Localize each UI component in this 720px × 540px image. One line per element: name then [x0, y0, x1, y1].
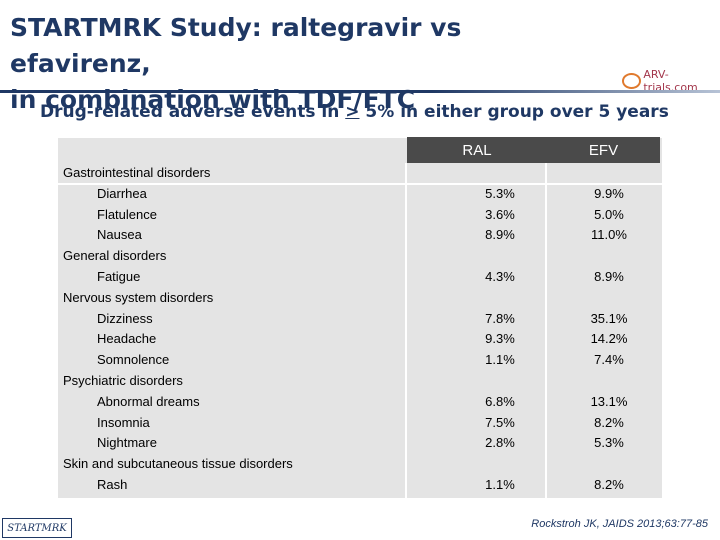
table-row: Flatulence 3.6% 5.0%	[60, 205, 660, 225]
table-row: Nightmare 2.8% 5.3%	[60, 433, 660, 453]
event-label: Diarrhea	[97, 185, 147, 201]
category-label: Skin and subcutaneous tissue disorders	[63, 456, 293, 472]
table-subtitle: Drug-related adverse events in > 5% in e…	[40, 102, 669, 122]
subtitle-suffix: 5% in either group over 5 years	[359, 102, 669, 122]
efv-value: 7.4%	[594, 352, 624, 368]
ral-value: 3.6%	[485, 206, 515, 222]
table-row: Insomnia 7.5% 8.2%	[60, 413, 660, 433]
efv-value: 5.0%	[594, 206, 624, 222]
category-label: Psychiatric disorders	[63, 373, 183, 388]
efv-value: 11.0%	[591, 227, 627, 243]
column-header-ral: RAL	[407, 137, 547, 163]
efv-value: 14.2%	[590, 331, 628, 347]
table-row: Diarrhea 5.3% 9.9%	[60, 184, 660, 204]
table-row: Rash 1.1% 8.2%	[60, 475, 660, 495]
event-label: Insomnia	[97, 414, 150, 430]
ral-value: 6.8%	[485, 393, 515, 409]
event-label: Fatigue	[97, 269, 141, 284]
column-divider	[405, 163, 407, 498]
column-divider	[545, 163, 547, 498]
category-row: Psychiatric disorders	[60, 371, 660, 391]
ral-value: 2.8%	[485, 435, 515, 451]
table-row: Headache 9.3% 14.2%	[60, 329, 660, 349]
ral-value: 8.9%	[485, 227, 515, 243]
category-row: General disorders	[60, 246, 660, 266]
efv-value: 8.9%	[594, 269, 624, 284]
event-label: Somnolence	[97, 352, 170, 368]
ral-value: 5.3%	[485, 185, 515, 201]
event-label: Headache	[97, 331, 157, 347]
event-label: Flatulence	[97, 206, 157, 222]
event-label: Rash	[97, 477, 128, 492]
slide-title: STARTMRK Study: raltegravir vs efavirenz…	[10, 10, 610, 118]
efv-value: 13.1%	[590, 393, 628, 409]
category-row: Skin and subcutaneous tissue disorders	[60, 454, 660, 474]
table-row: Fatigue 4.3% 8.9%	[60, 267, 660, 287]
efv-value: 8.2%	[594, 414, 624, 430]
category-row: Nervous system disorders	[60, 288, 660, 308]
logo-ring-icon	[622, 73, 642, 89]
event-label: Abnormal dreams	[97, 393, 200, 409]
adverse-events-table	[58, 138, 662, 498]
ral-value: 7.8%	[485, 310, 515, 326]
ral-value: 7.5%	[485, 414, 515, 430]
table-row: Nausea 8.9% 11.0%	[60, 225, 660, 245]
ral-value: 1.1%	[485, 352, 515, 368]
citation: Rockstroh JK, JAIDS 2013;63:77-85	[531, 518, 708, 530]
table-separator	[58, 183, 662, 185]
efv-value: 8.2%	[594, 477, 624, 492]
slide-title-line-2: in combination with TDF/FTC	[10, 85, 416, 114]
category-row: Gastrointestinal disorders	[60, 163, 660, 183]
category-label: Nervous system disorders	[63, 289, 214, 305]
column-header-efv: EFV	[547, 137, 660, 163]
table-row: Somnolence 1.1% 7.4%	[60, 350, 660, 370]
table-row: Dizziness 7.8% 35.1%	[60, 309, 660, 329]
study-name-tag: STARTMRK	[2, 518, 72, 538]
efv-value: 9.9%	[594, 185, 624, 201]
ral-value: 1.1%	[485, 477, 515, 492]
title-underline	[0, 90, 720, 93]
subtitle-prefix: Drug-related adverse events in	[40, 102, 346, 122]
subtitle-gte-symbol: >	[345, 102, 360, 122]
category-label: General disorders	[63, 248, 167, 264]
table-row: Abnormal dreams 6.8% 13.1%	[60, 392, 660, 412]
ral-value: 4.3%	[485, 269, 515, 284]
event-label: Nausea	[97, 227, 142, 243]
slide-title-line-1: STARTMRK Study: raltegravir vs efavirenz…	[10, 13, 462, 78]
efv-value: 5.3%	[594, 435, 624, 451]
event-label: Nightmare	[97, 435, 157, 451]
category-label: Gastrointestinal disorders	[63, 165, 211, 180]
efv-value: 35.1%	[590, 310, 628, 326]
event-label: Dizziness	[97, 310, 153, 326]
ral-value: 9.3%	[485, 331, 515, 347]
